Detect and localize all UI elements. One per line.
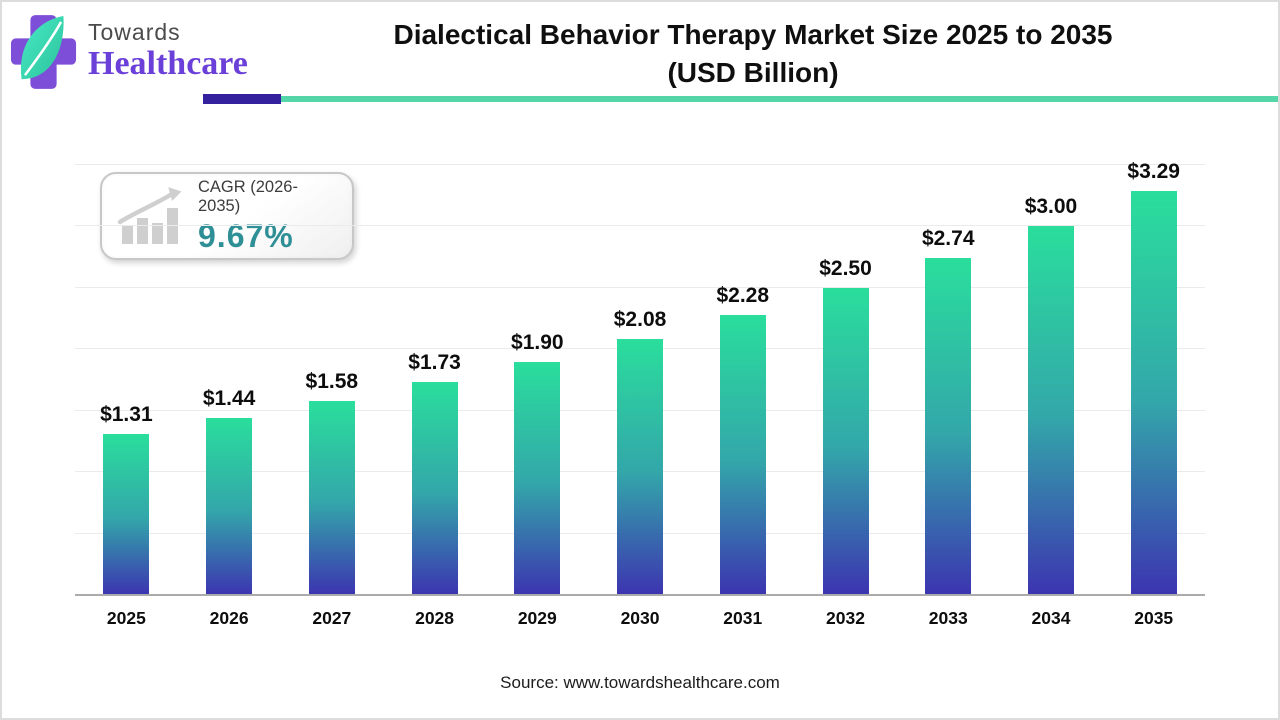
bar <box>822 287 869 595</box>
bar-column-2032: $2.50 <box>794 257 897 595</box>
bar-value-label: $1.31 <box>100 403 153 427</box>
x-axis-label: 2031 <box>723 608 763 628</box>
page-title: Dialectical Behavior Therapy Market Size… <box>238 16 1268 92</box>
cagr-badge: CAGR (2026-2035) 9.67% <box>100 172 354 260</box>
bar-column-2025: $1.31 <box>75 403 178 595</box>
bar-value-label: $2.74 <box>921 227 975 251</box>
x-axis-label: 2034 <box>1031 608 1071 628</box>
x-axis-label: 2025 <box>106 608 146 628</box>
bar <box>514 361 561 595</box>
bar-value-label: $2.50 <box>819 256 872 280</box>
source-text: Source: www.towardshealthcare.com <box>500 673 780 692</box>
bar-value-label: $3.00 <box>1024 195 1078 219</box>
bar <box>103 434 150 595</box>
bar-value-label: $2.08 <box>613 308 667 332</box>
cagr-label: CAGR (2026-2035) <box>198 177 298 215</box>
bar-column-2027: $1.58 <box>280 370 383 595</box>
bar <box>411 382 458 595</box>
x-axis-line <box>75 594 1205 596</box>
bar-column-2029: $1.90 <box>486 331 589 595</box>
bar-column-2031: $2.28 <box>691 284 794 595</box>
x-axis-label: 2032 <box>826 608 865 628</box>
header-rule-purple <box>203 94 281 104</box>
cagr-badge-text: CAGR (2026-2035) 9.67% <box>198 178 340 255</box>
bar-value-label: $2.28 <box>716 283 770 307</box>
x-axis-labels: 2025 2026 2027 2028 2029 2030 2031 2032 2033 2034… <box>75 608 1205 629</box>
logo-word-healthcare: Healthcare <box>88 45 248 82</box>
bar-value-label: $1.90 <box>511 330 564 354</box>
bar-column-2028: $1.73 <box>383 351 486 595</box>
x-axis-label: 2035 <box>1134 608 1174 628</box>
cagr-value: 9.67% <box>198 217 294 254</box>
gridline <box>75 164 1205 165</box>
bar-column-2033: $2.74 <box>897 227 1000 595</box>
bar <box>925 258 972 595</box>
bar-value-label: $1.44 <box>202 387 256 411</box>
bar-column-2030: $2.08 <box>589 308 692 595</box>
gridline <box>75 286 1205 288</box>
x-axis-label: 2030 <box>620 608 660 628</box>
bar <box>719 314 766 595</box>
bar <box>1130 190 1177 595</box>
x-axis-label: 2033 <box>928 608 968 628</box>
bar-column-2026: $1.44 <box>178 387 281 595</box>
x-axis-label: 2026 <box>209 608 249 628</box>
gridline <box>75 225 1205 227</box>
bar <box>206 418 253 595</box>
bar-column-2034: $3.00 <box>1000 195 1103 595</box>
bar-column-2035: $3.29 <box>1102 160 1205 595</box>
bar-value-label: $1.58 <box>305 369 359 393</box>
page-title-line1: Dialectical Behavior Therapy Market Size… <box>393 19 1113 50</box>
bar-value-label: $1.73 <box>408 351 461 375</box>
header-rule-teal <box>281 96 1278 102</box>
bar-value-label: $3.29 <box>1127 159 1180 183</box>
bar <box>617 339 664 595</box>
bar <box>308 400 355 595</box>
bar-chart: $1.31 $1.44 $1.58 $1.73 $1.90 $2.08 $2.28 $2.50… <box>75 160 1205 596</box>
x-axis-label: 2027 <box>312 608 352 628</box>
logo-word-towards: Towards <box>88 19 181 45</box>
towards-healthcare-logo: Towards Healthcare <box>10 13 248 91</box>
x-axis-label: 2028 <box>415 608 455 628</box>
bar-series: $1.31 $1.44 $1.58 $1.73 $1.90 $2.08 $2.28 $2.50… <box>75 160 1205 595</box>
medical-cross-leaf-icon <box>10 15 77 89</box>
logo-text: Towards Healthcare <box>88 13 248 91</box>
bar <box>1027 226 1074 595</box>
page-title-line2: (USD Billion) <box>667 57 839 88</box>
x-axis-label: 2029 <box>517 608 557 628</box>
